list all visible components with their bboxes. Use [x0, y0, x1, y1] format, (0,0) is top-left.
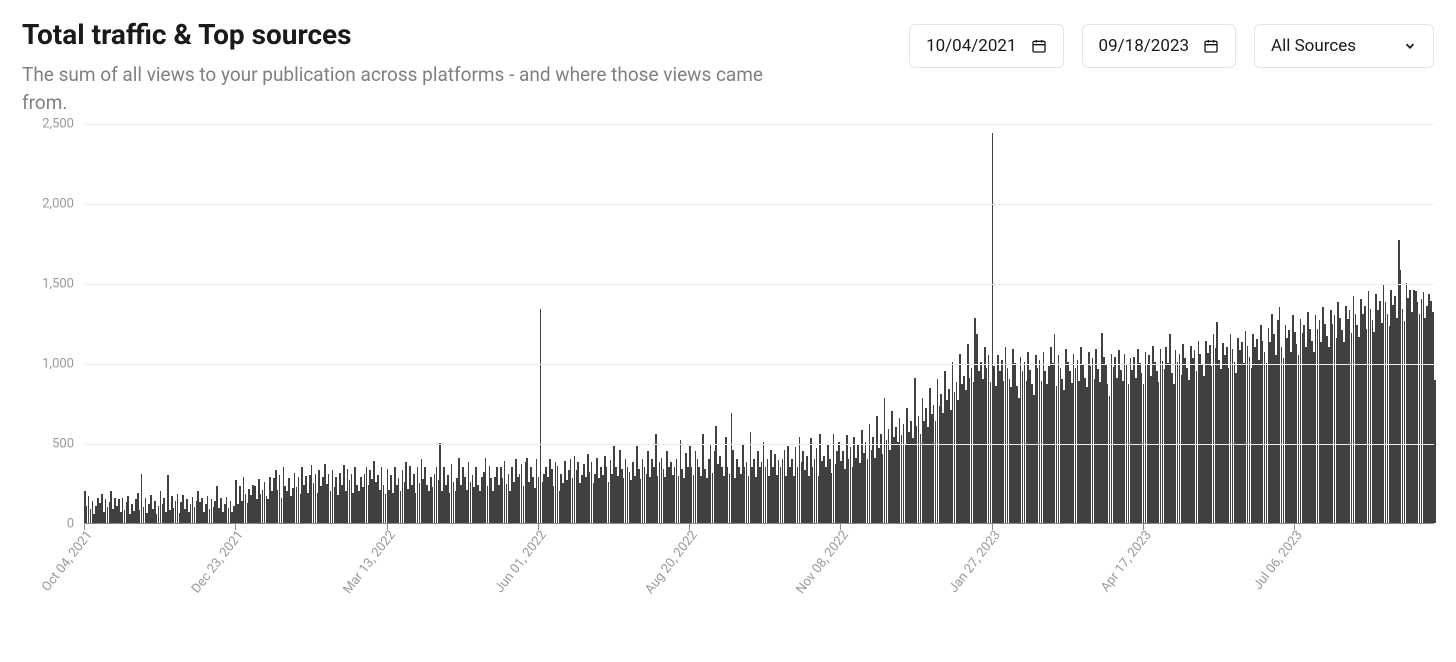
- y-axis: 05001,0001,5002,0002,500: [22, 124, 80, 524]
- x-tick-label: Mar 13, 2022: [340, 528, 398, 597]
- bar: [1434, 380, 1436, 523]
- chart-controls: 10/04/2021 09/18/2023 All Sources: [909, 18, 1434, 68]
- x-tick-label: Jan 27, 2023: [946, 528, 1004, 596]
- y-tick-label: 1,000: [22, 357, 74, 372]
- bars-container: [84, 124, 1434, 523]
- y-tick-label: 0: [22, 517, 74, 532]
- x-tick-label: Jun 01, 2022: [492, 528, 550, 596]
- calendar-icon: [1203, 38, 1219, 54]
- x-tick-label: Dec 23, 2021: [189, 528, 247, 596]
- grid-line: [84, 364, 1434, 365]
- page-subtitle: The sum of all views to your publication…: [22, 61, 802, 116]
- x-tick-label: Jul 06, 2023: [1251, 528, 1306, 593]
- grid-line: [84, 124, 1434, 125]
- grid-line: [84, 284, 1434, 285]
- page-title: Total traffic & Top sources: [22, 18, 802, 51]
- traffic-chart: 05001,0001,5002,0002,500 Oct 04, 2021Dec…: [22, 124, 1434, 644]
- grid-line: [84, 444, 1434, 445]
- x-tick-label: Nov 08, 2022: [794, 528, 852, 597]
- start-date-picker[interactable]: 10/04/2021: [909, 24, 1063, 68]
- grid-line: [84, 204, 1434, 205]
- x-axis: Oct 04, 2021Dec 23, 2021Mar 13, 2022Jun …: [84, 528, 1434, 638]
- calendar-icon: [1031, 38, 1047, 54]
- y-tick-label: 500: [22, 437, 74, 452]
- x-tick-label: Aug 20, 2022: [642, 528, 700, 597]
- end-date-picker[interactable]: 09/18/2023: [1082, 24, 1236, 68]
- chevron-down-icon: [1403, 39, 1417, 53]
- start-date-value: 10/04/2021: [926, 36, 1016, 56]
- end-date-value: 09/18/2023: [1099, 36, 1189, 56]
- plot-area: [84, 124, 1434, 524]
- x-tick-label: Oct 04, 2021: [39, 528, 96, 595]
- source-select-value: All Sources: [1271, 36, 1356, 56]
- x-tick-label: Apr 17, 2023: [1098, 528, 1155, 595]
- y-tick-label: 1,500: [22, 277, 74, 292]
- source-select[interactable]: All Sources: [1254, 24, 1434, 68]
- y-tick-label: 2,000: [22, 197, 74, 212]
- y-tick-label: 2,500: [22, 117, 74, 132]
